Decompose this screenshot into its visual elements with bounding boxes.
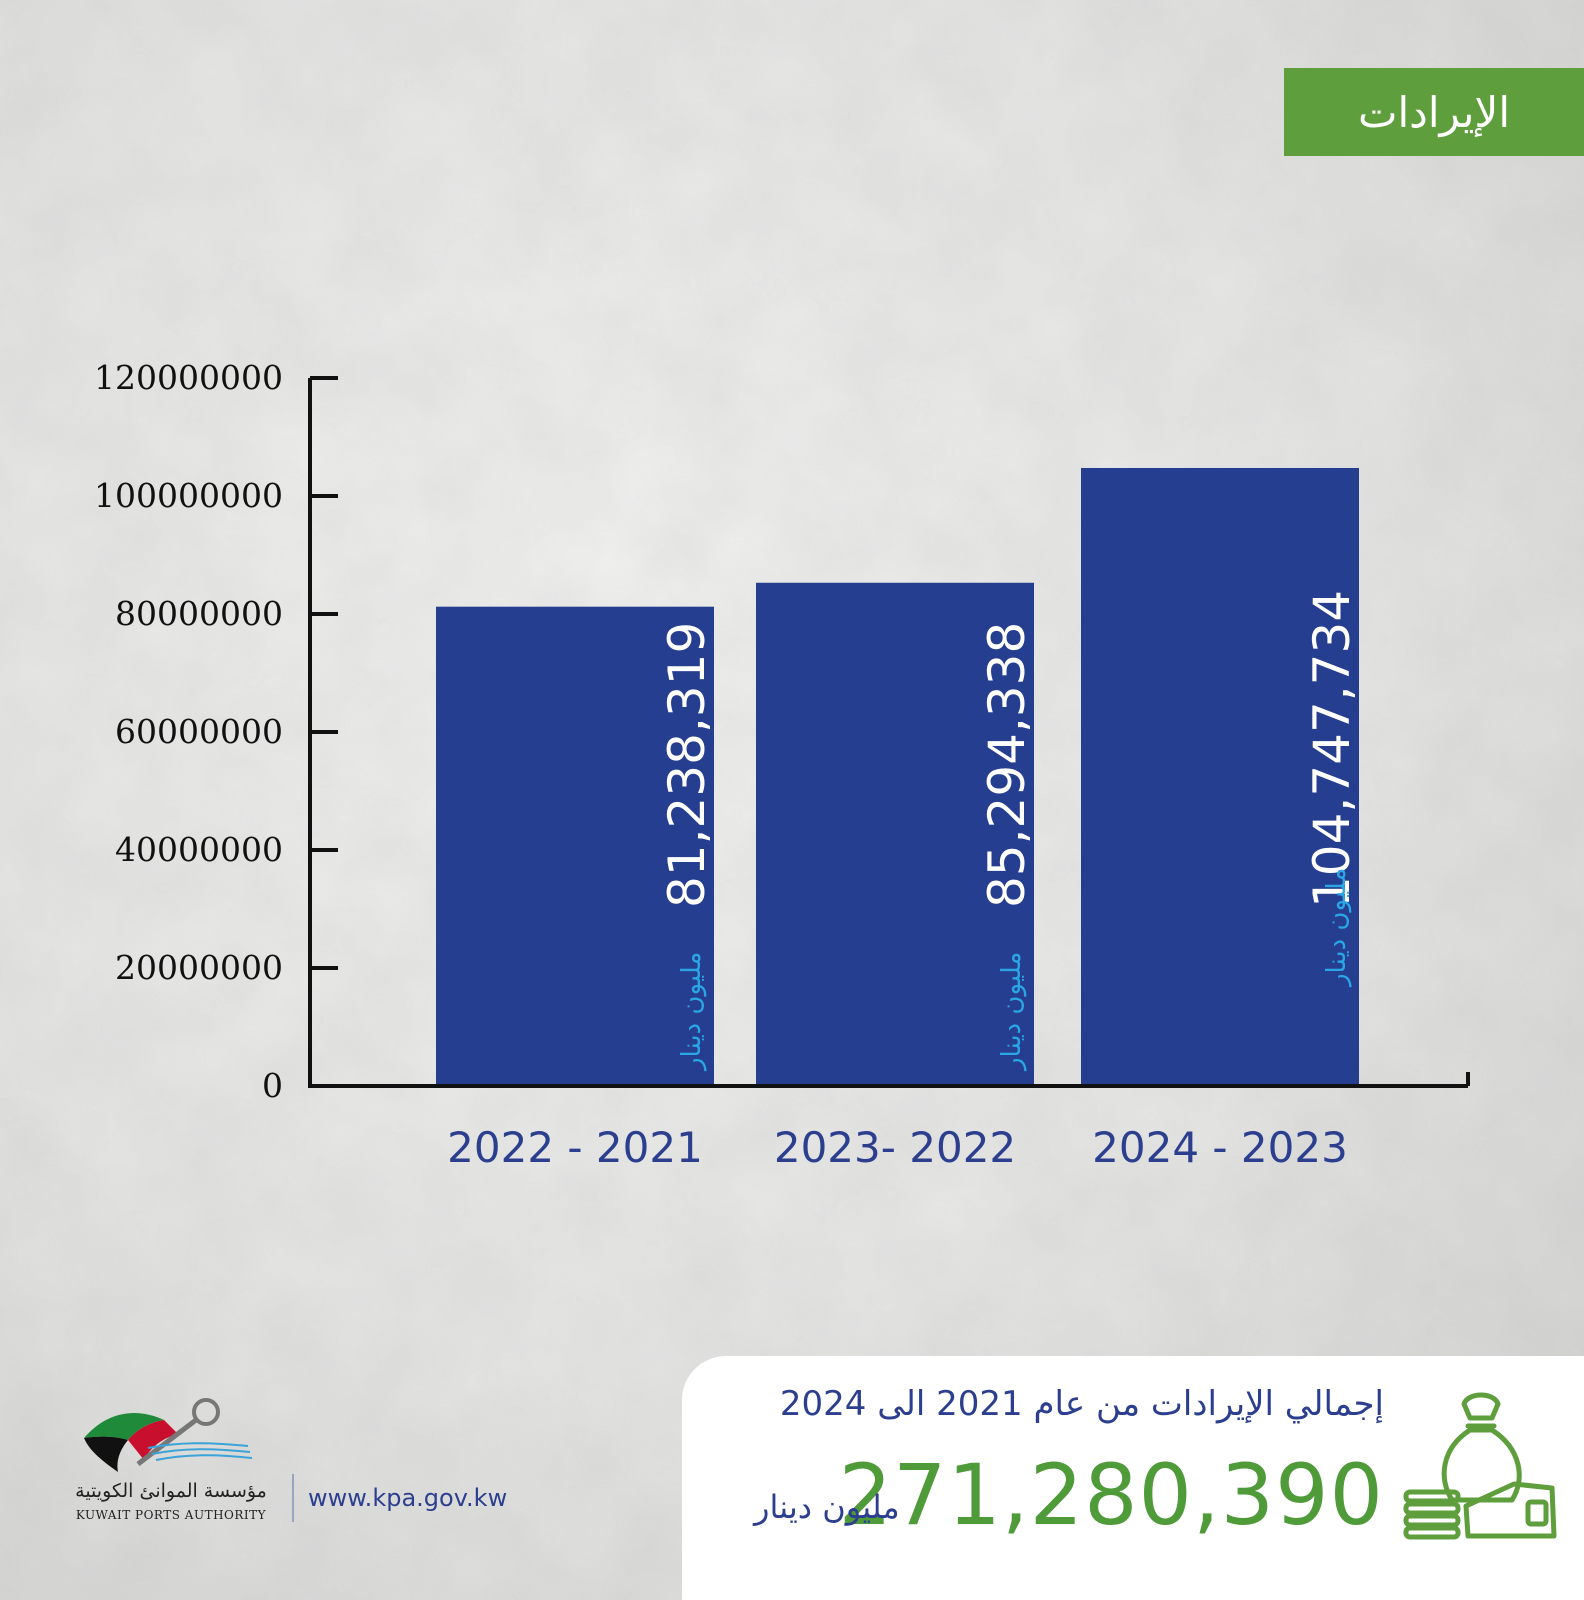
y-tick-label: 20000000 (115, 948, 283, 987)
bar-unit-label: مليون دينار (997, 952, 1027, 1072)
footer-divider (292, 1474, 294, 1522)
bar (756, 582, 1034, 1086)
summary-title: إجمالي الإيرادات من عام 2021 الى 2024 (779, 1384, 1384, 1424)
y-tick-label: 60000000 (115, 712, 283, 751)
y-tick-label: 120000000 (94, 358, 283, 397)
y-tick-label: 80000000 (115, 594, 283, 633)
revenue-bar-chart: 0 20000000 40000000 60000000 80000000 1000000… (94, 358, 1470, 1172)
x-tick-label: 2022 - 2021 (447, 1123, 703, 1172)
x-tick-label: 2023- 2022 (774, 1123, 1016, 1172)
title-banner: الإيرادات (1284, 68, 1584, 156)
website-link[interactable]: www.kpa.gov.kw (308, 1484, 508, 1512)
bar (1081, 467, 1359, 1086)
axes (308, 378, 1470, 1088)
y-axis-ticks: 0 20000000 40000000 60000000 80000000 1000000… (94, 358, 338, 1105)
bar-value-label: 81,238,319 (658, 622, 716, 908)
y-tick-label: 40000000 (115, 830, 283, 869)
bar-unit-label: مليون دينار (1322, 868, 1352, 988)
y-tick-label: 100000000 (94, 476, 283, 515)
org-name-en: KUWAIT PORTS AUTHORITY (75, 1508, 267, 1522)
bar-unit-label: مليون دينار (677, 952, 707, 1072)
summary-unit: مليون دينار (754, 1488, 900, 1526)
page-title: الإيرادات (1357, 87, 1511, 137)
money-bag-icon (1403, 1392, 1557, 1540)
org-name-ar: مؤسسة الموانئ الكويتية (75, 1480, 267, 1502)
bars: 81,238,319 مليون دينار 85,294,338 مليون دين… (436, 467, 1361, 1086)
summary-card: إجمالي الإيرادات من عام 2021 الى 2024 27… (682, 1356, 1584, 1600)
bar-value-label: 104,747,734 (1303, 590, 1361, 908)
y-tick-label: 0 (262, 1066, 283, 1105)
bar-value-label: 85,294,338 (978, 622, 1036, 908)
x-axis-ticks: 2022 - 2021 2023- 2022 2024 - 2023 (447, 1123, 1348, 1172)
bar (436, 606, 714, 1086)
kpa-logo (84, 1398, 253, 1472)
summary-total: 271,280,390 (838, 1446, 1384, 1544)
x-tick-label: 2024 - 2023 (1092, 1123, 1348, 1172)
